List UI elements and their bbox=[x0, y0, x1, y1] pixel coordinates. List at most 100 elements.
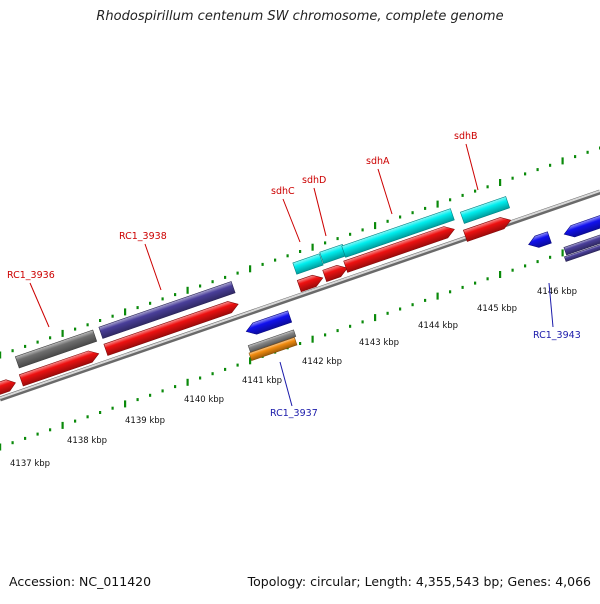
minor-tick bbox=[549, 163, 552, 167]
major-tick bbox=[374, 222, 377, 230]
minor-tick bbox=[11, 349, 14, 353]
minor-tick bbox=[486, 277, 489, 281]
major-tick bbox=[561, 157, 564, 165]
minor-tick bbox=[336, 237, 339, 241]
kbp-label: 4145 kbp bbox=[477, 304, 517, 314]
minor-tick bbox=[224, 275, 227, 279]
cds-arrow-reverse bbox=[245, 310, 293, 335]
major-tick bbox=[499, 179, 502, 186]
minor-tick bbox=[449, 290, 452, 294]
kbp-label: 4140 kbp bbox=[184, 395, 224, 405]
gene-bar bbox=[292, 253, 324, 275]
tick-row-upper bbox=[0, 146, 600, 359]
gene-label: RC1_3937 bbox=[270, 408, 318, 419]
major-tick bbox=[61, 421, 64, 429]
minor-tick bbox=[99, 319, 102, 322]
minor-tick bbox=[236, 271, 239, 275]
minor-tick bbox=[174, 293, 177, 297]
major-tick bbox=[249, 357, 252, 365]
minor-tick bbox=[524, 172, 527, 176]
minor-tick bbox=[349, 324, 352, 328]
major-tick bbox=[124, 308, 127, 316]
minor-tick bbox=[261, 262, 264, 266]
minor-tick bbox=[36, 340, 39, 344]
backbone bbox=[0, 189, 600, 402]
gene-label: sdhD bbox=[302, 175, 326, 186]
minor-tick bbox=[474, 281, 477, 285]
minor-tick bbox=[411, 211, 414, 215]
minor-tick bbox=[386, 219, 389, 223]
major-tick bbox=[186, 378, 189, 386]
minor-tick bbox=[299, 342, 302, 345]
major-tick bbox=[311, 335, 314, 343]
gene-label: sdhB bbox=[454, 131, 478, 142]
gene-label: RC1_3938 bbox=[119, 231, 167, 242]
accession-text: Accession: NC_011420 bbox=[9, 574, 152, 589]
minor-tick bbox=[474, 189, 477, 193]
minor-tick bbox=[336, 329, 339, 333]
minor-tick bbox=[49, 336, 52, 340]
minor-tick bbox=[161, 389, 164, 393]
tick-row-lower bbox=[0, 238, 600, 451]
minor-tick bbox=[536, 260, 539, 264]
minor-tick bbox=[461, 285, 464, 289]
major-tick bbox=[249, 265, 252, 273]
gene-bar-reverse bbox=[248, 337, 298, 361]
minor-tick bbox=[199, 376, 202, 380]
minor-tick bbox=[86, 415, 89, 419]
kbp-label: 4144 kbp bbox=[418, 321, 458, 331]
cds-arrow bbox=[462, 217, 512, 242]
minor-tick bbox=[511, 176, 514, 180]
minor-tick bbox=[274, 258, 277, 262]
minor-tick bbox=[399, 215, 402, 219]
minor-tick bbox=[211, 280, 214, 284]
kbp-label: 4142 kbp bbox=[302, 357, 342, 367]
minor-tick bbox=[74, 327, 77, 331]
minor-tick bbox=[324, 241, 327, 245]
major-tick bbox=[499, 271, 502, 278]
major-tick bbox=[186, 286, 189, 294]
minor-tick bbox=[449, 198, 452, 202]
kbp-label: 4138 kbp bbox=[67, 436, 107, 446]
major-tick bbox=[0, 351, 2, 359]
minor-tick bbox=[386, 311, 389, 315]
cds-arrow bbox=[103, 301, 239, 356]
gene-bar bbox=[14, 329, 98, 369]
minor-tick bbox=[24, 344, 27, 348]
major-tick bbox=[311, 243, 314, 251]
minor-tick bbox=[411, 303, 414, 307]
gene-label-leader bbox=[282, 198, 301, 243]
gene-label: sdhC bbox=[271, 186, 295, 197]
gene-bar-reverse bbox=[564, 242, 600, 262]
major-tick bbox=[124, 400, 127, 408]
minor-tick bbox=[236, 363, 239, 367]
gene-label-leader bbox=[465, 143, 479, 191]
kbp-label: 4141 kbp bbox=[242, 376, 282, 386]
gene-label-leader bbox=[313, 187, 327, 237]
minor-tick bbox=[36, 432, 39, 436]
minor-tick bbox=[86, 323, 89, 327]
minor-tick bbox=[199, 284, 202, 288]
major-tick bbox=[561, 249, 564, 257]
gene-label-leader bbox=[144, 243, 162, 291]
gene-label: RC1_3943 bbox=[533, 330, 581, 341]
gene-label-leader bbox=[548, 282, 554, 328]
minor-tick bbox=[324, 333, 327, 337]
minor-tick bbox=[399, 307, 402, 311]
minor-tick bbox=[586, 150, 589, 154]
minor-tick bbox=[536, 168, 539, 172]
minor-tick bbox=[574, 155, 577, 159]
gene-label: sdhA bbox=[366, 156, 390, 167]
tick-rows bbox=[0, 146, 600, 451]
cds-arrow bbox=[322, 265, 348, 282]
features bbox=[0, 196, 600, 396]
minor-tick bbox=[224, 367, 227, 371]
minor-tick bbox=[286, 254, 289, 258]
cds-arrow-reverse bbox=[563, 213, 600, 238]
gene-bar-reverse bbox=[247, 329, 297, 353]
gene-bar bbox=[98, 281, 236, 339]
minor-tick bbox=[361, 320, 364, 324]
kbp-label: 4139 kbp bbox=[125, 416, 165, 426]
minor-tick bbox=[111, 314, 114, 318]
minor-tick bbox=[349, 232, 352, 236]
